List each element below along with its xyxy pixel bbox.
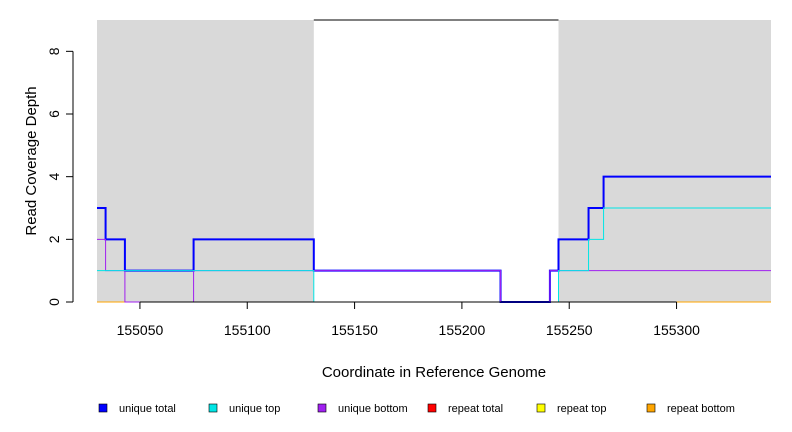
x-tick-label-155300: 155300 (653, 322, 700, 338)
legend-item-unique-bottom: unique bottom (317, 403, 408, 415)
y-tick-label-4: 4 (46, 173, 62, 181)
legend-label-unique-bottom: unique bottom (338, 403, 408, 415)
legend-label-unique-top: unique top (229, 403, 280, 415)
y-axis: 0 2 4 6 8 (46, 47, 74, 306)
series-line-unique-top (97, 207, 771, 303)
x-axis: 155050 155100 155150 155200 155250 155300 (117, 301, 700, 338)
y-tick-label-0: 0 (46, 298, 62, 306)
legend-label-unique-total: unique total (119, 403, 176, 415)
legend-label-repeat-bottom: repeat bottom (667, 403, 735, 415)
legend-item-unique-total: unique total (98, 403, 176, 415)
shaded-region-0 (97, 20, 314, 302)
x-tick-label-155100: 155100 (224, 322, 271, 338)
shaded-region-1 (558, 20, 771, 302)
y-axis-title: Read Coverage Depth (23, 86, 40, 235)
y-tick-label-6: 6 (46, 110, 62, 118)
y-tick-label-8: 8 (46, 47, 62, 55)
shaded-regions (97, 19, 771, 302)
legend-item-repeat-bottom: repeat bottom (646, 403, 735, 415)
legend-swatch-unique-top (208, 403, 218, 413)
legend-swatch-repeat-bottom (646, 403, 656, 413)
legend-swatch-repeat-total (427, 403, 437, 413)
y-tick-label-2: 2 (46, 235, 62, 243)
legend-swatch-unique-total (98, 403, 108, 413)
x-tick-label-155050: 155050 (117, 322, 164, 338)
legend-item-repeat-top: repeat top (536, 403, 607, 415)
legend-swatch-repeat-top (536, 403, 546, 413)
legend-item-repeat-total: repeat total (427, 403, 503, 415)
legend: unique total unique top unique bottom repea… (98, 403, 735, 415)
x-axis-title: Coordinate in Reference Genome (322, 364, 546, 381)
legend-item-unique-top: unique top (208, 403, 280, 415)
legend-label-repeat-total: repeat total (448, 403, 503, 415)
legend-swatch-unique-bottom (317, 403, 327, 413)
legend-label-repeat-top: repeat top (557, 403, 607, 415)
x-tick-label-155150: 155150 (331, 322, 378, 338)
series-line-unique-bottom (97, 238, 771, 303)
x-tick-label-155200: 155200 (439, 322, 486, 338)
x-tick-label-155250: 155250 (546, 322, 593, 338)
